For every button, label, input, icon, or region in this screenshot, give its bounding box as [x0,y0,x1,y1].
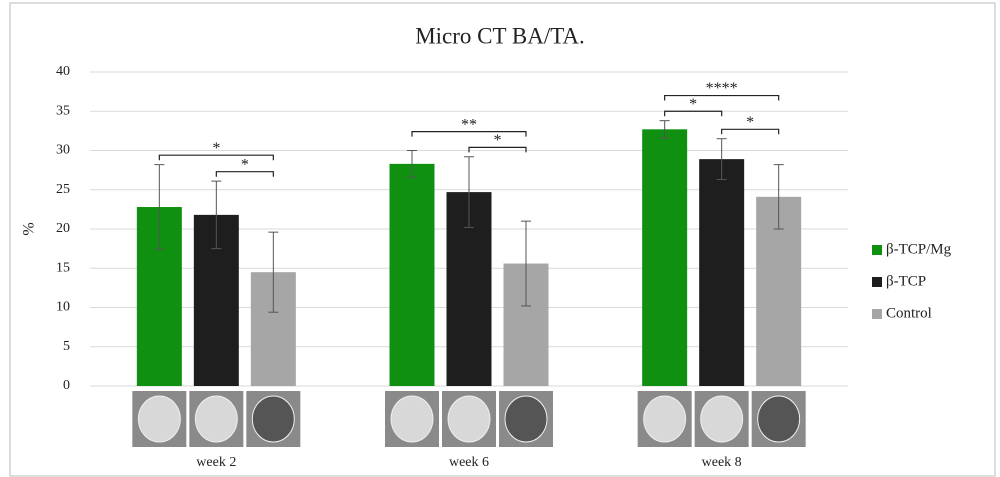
legend-label: Control [886,305,932,321]
significance-label: * [689,96,697,113]
y-tick-label: 0 [63,378,70,393]
ct-thumbnail [695,391,749,447]
significance-label: * [494,132,502,149]
thumbnail-sample [701,396,743,442]
chart-title: Micro CT BA/TA. [415,23,585,48]
ct-thumbnail [752,391,806,447]
thumbnail-sample [758,396,800,442]
y-tick-label: 35 [56,103,70,118]
y-tick-label: 5 [63,339,70,354]
y-tick-label: 15 [56,260,70,275]
y-tick-label: 40 [56,64,70,79]
significance-label: **** [706,80,738,97]
thumbnail-sample [644,396,686,442]
ct-thumbnail [442,391,496,447]
thumbnail-sample [252,396,294,442]
bar [390,164,435,386]
thumbnail-sample [448,396,490,442]
ct-thumbnail [189,391,243,447]
y-tick-label: 25 [56,182,70,197]
legend-label: β-TCP [886,273,926,289]
y-axis-label: % [21,222,38,235]
significance-label: ** [461,116,477,133]
ct-thumbnail [499,391,553,447]
legend-swatch [872,277,882,287]
ct-thumbnail [132,391,186,447]
legend-swatch [872,309,882,319]
x-tick-label: week 2 [196,455,236,470]
y-tick-label: 10 [56,300,70,315]
x-tick-label: week 6 [449,455,489,470]
legend-label: β-TCP/Mg [886,241,952,257]
y-tick-label: 20 [56,221,70,236]
chart: Micro CT BA/TA. % 0 5 10 15 20 25 30 35 40 week 2… [0,0,1000,477]
thumbnail-sample [195,396,237,442]
ct-thumbnail [638,391,692,447]
ct-thumbnail [385,391,439,447]
bar [699,159,744,386]
significance-label: * [212,140,220,157]
y-tick-label: 30 [56,143,70,158]
thumbnail-sample [505,396,547,442]
ct-thumbnail [246,391,300,447]
significance-label: * [241,156,249,173]
legend-swatch [872,245,882,255]
thumbnail-sample [138,396,180,442]
significance-label: * [746,114,754,131]
x-tick-label: week 8 [702,455,742,470]
thumbnail-sample [391,396,433,442]
bar [642,129,687,386]
